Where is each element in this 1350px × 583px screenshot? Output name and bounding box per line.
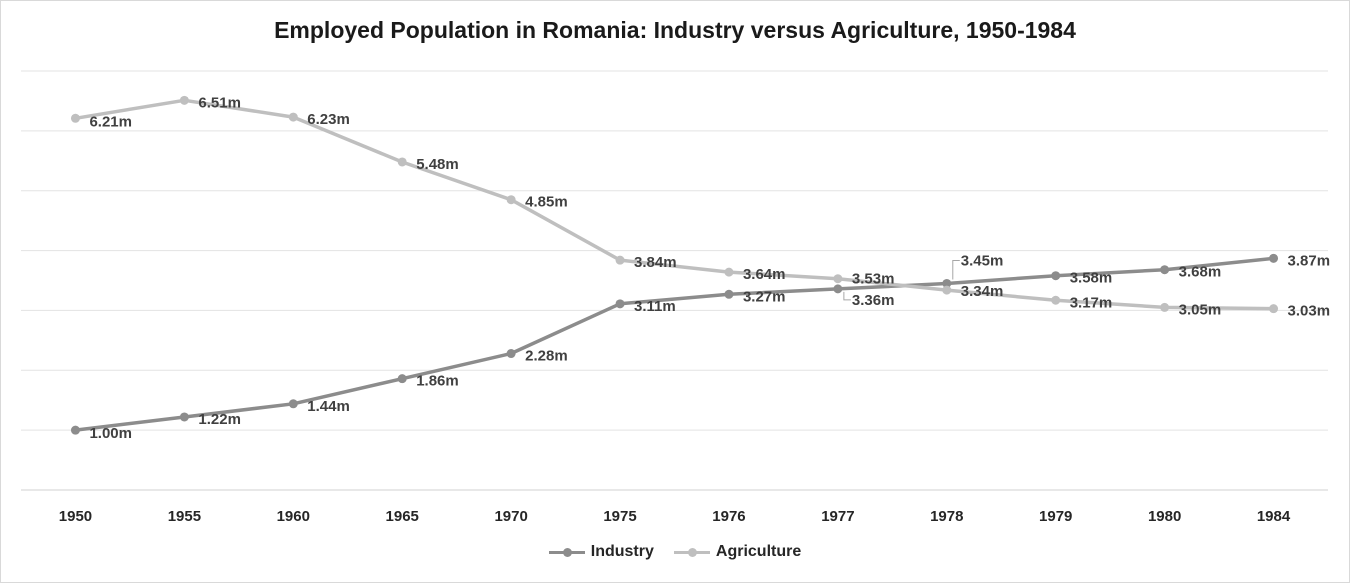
legend-label: Agriculture (715, 543, 802, 560)
data-label-industry: 3.68m (1179, 264, 1222, 281)
data-label-industry: 1.22m (198, 411, 241, 428)
x-tick-label: 1965 (386, 508, 419, 525)
data-label-industry: 3.11m (634, 298, 676, 315)
data-label-industry: 3.45m (961, 252, 1004, 269)
legend: Industry Agriculture (1, 542, 1349, 562)
line-chart: 1950 1955 1960 1965 1970 1975 1976 1977 1978 1979… (21, 70, 1331, 525)
data-label-industry: 3.87m (1288, 252, 1331, 269)
series-line-industry (75, 256, 1274, 432)
data-point-agriculture (1160, 302, 1170, 312)
chart-title: Employed Population in Romania: Industry… (274, 17, 1076, 43)
data-label-industry: 1.44m (307, 398, 350, 415)
x-tick-label: 1960 (277, 508, 310, 525)
data-point-industry (615, 299, 625, 309)
data-label-agriculture: 3.64m (743, 266, 786, 283)
x-tick-label: 1977 (821, 508, 854, 525)
x-tick-label: 1978 (930, 508, 963, 525)
data-point-agriculture (1051, 295, 1061, 305)
data-label-agriculture: 6.23m (307, 111, 350, 128)
data-label-industry: 1.86m (416, 373, 459, 390)
x-tick-label: 1984 (1257, 508, 1291, 525)
x-tick-label: 1970 (494, 508, 527, 525)
data-label-agriculture: 6.21m (89, 113, 132, 130)
data-point-industry (70, 425, 80, 435)
data-point-industry (179, 412, 189, 422)
data-point-industry (506, 349, 516, 359)
data-point-agriculture (288, 112, 298, 122)
data-label-industry: 3.27m (743, 288, 786, 305)
legend-swatch (548, 542, 585, 562)
data-point-industry (1269, 253, 1279, 263)
series-line-agriculture (75, 98, 1274, 311)
data-point-agriculture (833, 274, 843, 284)
legend-item-agriculture: Agriculture (673, 542, 802, 562)
legend-item-industry: Industry (548, 542, 654, 562)
data-label-agriculture: 3.53m (852, 271, 895, 288)
legend-label: Industry (590, 543, 654, 560)
data-point-agriculture (615, 255, 625, 265)
data-point-agriculture (179, 95, 189, 105)
data-point-agriculture (942, 285, 952, 295)
data-point-agriculture (70, 113, 80, 123)
data-label-agriculture: 3.05m (1179, 301, 1222, 318)
x-tick-label: 1976 (712, 508, 745, 525)
x-tick-label: 1950 (59, 508, 92, 525)
data-label-agriculture: 3.17m (1070, 294, 1113, 311)
data-label-industry: 3.58m (1070, 270, 1113, 287)
data-label-industry: 2.28m (525, 348, 568, 365)
data-point-agriculture (506, 195, 516, 205)
x-tick-label: 1979 (1039, 508, 1072, 525)
x-tick-label: 1955 (168, 508, 201, 525)
data-point-industry (724, 289, 734, 299)
data-point-agriculture (397, 157, 407, 167)
data-label-agriculture: 3.03m (1288, 303, 1331, 320)
leader-line (843, 291, 851, 301)
data-label-industry: 3.36m (852, 292, 895, 309)
data-point-industry (833, 284, 843, 294)
data-label-agriculture: 5.48m (416, 156, 459, 173)
data-point-industry (1051, 271, 1061, 281)
data-point-industry (942, 278, 952, 288)
data-point-industry (288, 399, 298, 409)
data-point-industry (1160, 265, 1170, 275)
x-tick-label: 1975 (603, 508, 636, 525)
data-label-agriculture: 3.34m (961, 283, 1004, 300)
data-label-industry: 1.00m (89, 425, 132, 442)
leader-line (952, 259, 960, 280)
x-tick-label: 1980 (1148, 508, 1181, 525)
data-label-agriculture: 6.51m (198, 94, 241, 111)
data-point-agriculture (724, 267, 734, 277)
data-label-agriculture: 3.84m (634, 254, 677, 271)
legend-swatch (673, 542, 710, 562)
data-label-agriculture: 4.85m (525, 194, 568, 211)
data-point-industry (397, 374, 407, 384)
data-point-agriculture (1269, 304, 1279, 314)
